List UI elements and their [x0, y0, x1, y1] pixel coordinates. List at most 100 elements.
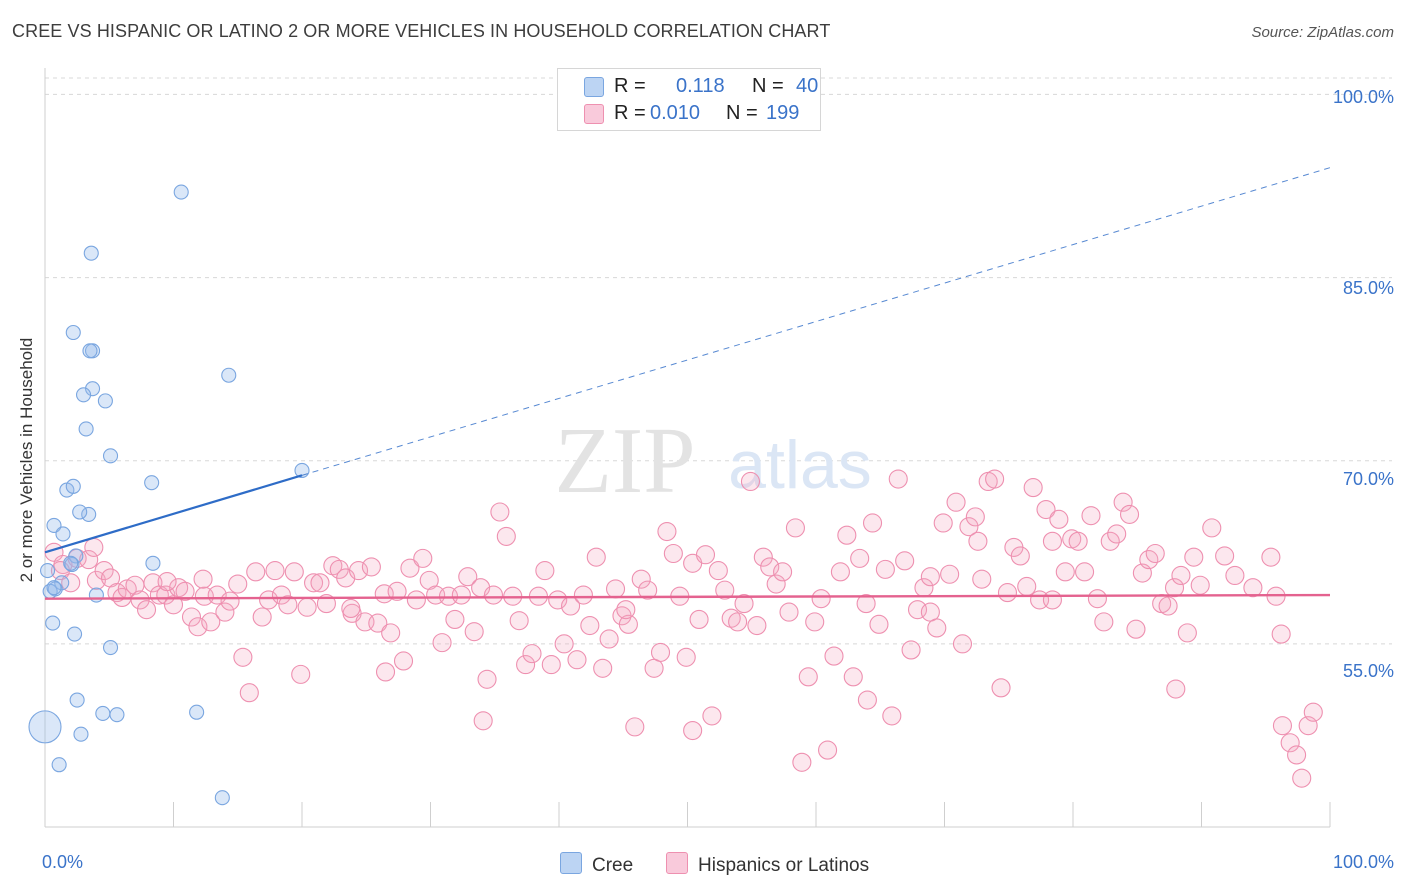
- hispanic-point-19: [181, 607, 202, 627]
- hispanic-point-82: [586, 547, 606, 567]
- hispanic-point-102: [715, 580, 735, 600]
- hispanic-point-63: [464, 622, 484, 642]
- cree-point-26: [88, 587, 104, 603]
- hispanic-point-84: [599, 629, 619, 649]
- cree-point-14: [81, 506, 97, 522]
- hispanic-point-161: [1094, 612, 1114, 632]
- hispanic-point-62: [458, 567, 478, 587]
- legend-swatch-cree: [584, 77, 604, 97]
- bottom-legend-swatch-cree: [560, 852, 582, 874]
- hispanic-point-108: [753, 547, 773, 567]
- hispanic-point-128: [882, 706, 902, 726]
- hispanic-point-134: [920, 602, 940, 622]
- cree-point-8: [97, 393, 113, 409]
- hispanic-point-11: [130, 590, 150, 610]
- source-label: Source: ZipAtlas.com: [1251, 24, 1394, 41]
- hispanic-point-173: [1171, 565, 1191, 586]
- hispanic-point-79: [567, 650, 587, 670]
- cree-point-21: [40, 563, 56, 579]
- hispanic-point-165: [1119, 504, 1140, 524]
- y-tick-label-70: 70.0%: [1342, 469, 1394, 489]
- legend-r-value: 0.118: [676, 75, 725, 97]
- hispanic-point-13: [143, 573, 163, 593]
- cree-point-33: [109, 707, 125, 723]
- hispanic-point-177: [683, 720, 703, 741]
- hispanic-point-38: [304, 573, 324, 593]
- hispanic-point-181: [1280, 733, 1300, 753]
- hispanic-point-191: [1215, 546, 1235, 566]
- hispanic-point-183: [1292, 768, 1312, 788]
- hispanic-point-80: [573, 585, 593, 605]
- hispanic-point-175: [1184, 547, 1204, 567]
- hispanic-point-58: [432, 633, 452, 653]
- hispanic-point-35: [284, 562, 304, 582]
- hispanic-point-163: [1107, 524, 1127, 544]
- hispanic-point-117: [811, 589, 831, 609]
- legend-r-label: R =: [614, 75, 646, 97]
- hispanic-point-140: [959, 517, 979, 537]
- hispanic-point-112: [779, 602, 799, 622]
- hispanic-point-45: [348, 561, 369, 581]
- cree-point-29: [67, 626, 83, 642]
- hispanic-point-145: [991, 678, 1011, 698]
- hispanic-point-93: [657, 521, 677, 542]
- hispanic-point-160: [1087, 589, 1107, 609]
- chart-title: CREE VS HISPANIC OR LATINO 2 OR MORE VEH…: [12, 21, 831, 41]
- hispanic-point-120: [830, 562, 850, 582]
- cree-point-6: [84, 381, 101, 397]
- hispanic-point-135: [927, 618, 947, 638]
- hispanic-point-178: [1166, 679, 1186, 699]
- hispanic-point-103: [721, 608, 741, 628]
- hispanic-point-148: [1010, 546, 1030, 566]
- x-tick-label-min: 0.0%: [42, 852, 84, 872]
- hispanic-point-189: [1243, 578, 1263, 598]
- cree-point-35: [28, 710, 62, 744]
- hispanic-point-122: [843, 667, 863, 687]
- cree-point-34: [189, 704, 205, 720]
- hispanic-point-77: [554, 634, 574, 654]
- hispanic-point-18: [175, 581, 195, 601]
- hispanic-point-92: [650, 642, 671, 662]
- hispanic-point-27: [233, 647, 253, 667]
- hispanic-point-90: [638, 580, 658, 600]
- hispanic-point-89: [631, 569, 651, 589]
- hispanic-point-106: [740, 471, 761, 492]
- legend-n-value: 40: [796, 75, 819, 97]
- hispanic-point-104: [728, 612, 748, 632]
- hispanic-point-130: [895, 551, 915, 571]
- hispanic-point-100: [702, 706, 722, 726]
- hispanic-point-30: [252, 607, 272, 627]
- cree-point-5: [221, 367, 237, 383]
- hispanic-point-20: [188, 617, 208, 637]
- hispanic-point-25: [220, 591, 240, 611]
- legend-box: R = 0.118 N = 40 R = 0.010 N = 199: [557, 68, 821, 131]
- cree-point-10: [102, 448, 119, 464]
- hispanic-point-164: [1113, 492, 1133, 512]
- hispanic-point-36: [291, 664, 311, 684]
- cree-point-1: [83, 245, 99, 261]
- bottom-legend-cree: Cree: [560, 852, 633, 877]
- hispanic-point-136: [933, 513, 953, 533]
- hispanic-point-126: [869, 614, 889, 634]
- hispanic-point-190: [1225, 565, 1245, 586]
- hispanic-point-142: [972, 569, 992, 589]
- hispanic-point-110: [766, 574, 786, 594]
- cree-point-4: [82, 343, 98, 359]
- hispanic-point-180: [1272, 716, 1293, 736]
- hispanic-point-98: [689, 609, 709, 629]
- hispanic-point-155: [1055, 562, 1075, 582]
- cree-point-31: [69, 692, 85, 708]
- hispanic-point-137: [940, 564, 960, 584]
- hispanic-point-174: [1177, 623, 1197, 643]
- hispanic-point-68: [496, 526, 516, 546]
- hispanic-point-50: [381, 623, 401, 643]
- hispanic-point-85: [605, 579, 626, 599]
- hispanic-point-162: [1100, 531, 1120, 551]
- hispanic-point-171: [1158, 596, 1178, 616]
- hispanic-points: [44, 469, 1323, 788]
- hispanic-point-31: [259, 590, 279, 610]
- hispanic-point-66: [483, 585, 504, 605]
- hispanic-point-12: [136, 600, 157, 620]
- cree-trend-extension: [301, 167, 1331, 476]
- hispanic-point-33: [271, 585, 291, 605]
